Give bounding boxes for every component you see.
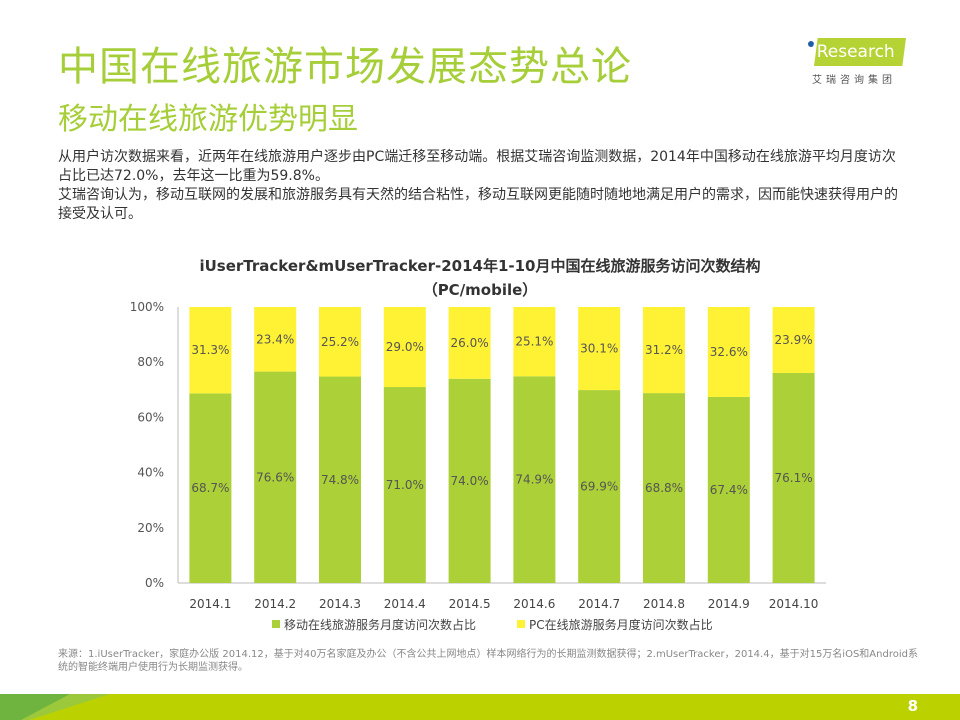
bar-segment	[707, 396, 750, 583]
data-label: 74.9%	[515, 473, 553, 487]
bar-segment	[189, 307, 232, 394]
bar-segment	[578, 307, 621, 391]
data-label: 68.8%	[645, 481, 683, 495]
body-text: 从用户访次数据来看，近两年在线旅游用户逐步由PC端迁移至移动端。根据艾瑞咨询监测…	[58, 148, 908, 224]
data-label: 74.0%	[451, 474, 489, 488]
bar-segment	[448, 307, 491, 379]
x-tick-label: 2014.8	[643, 597, 685, 611]
legend-swatch	[517, 620, 525, 628]
x-tick-label: 2014.1	[189, 597, 231, 611]
bar-segment	[383, 307, 426, 388]
data-label: 25.1%	[515, 335, 553, 349]
bar-segment	[319, 376, 361, 583]
bar-segment	[578, 390, 621, 583]
data-label: 23.4%	[256, 332, 294, 346]
x-tick-label: 2014.3	[319, 597, 361, 611]
bar-segment	[772, 372, 815, 583]
bar-segment	[448, 378, 491, 583]
bar-segment	[643, 393, 685, 583]
data-label: 30.1%	[580, 342, 618, 356]
bar-segment	[643, 307, 685, 394]
x-tick-label: 2014.10	[769, 597, 819, 611]
y-tick-label: 80%	[137, 355, 164, 369]
x-tick-label: 2014.7	[578, 597, 620, 611]
data-label: 29.0%	[386, 340, 424, 354]
bar-segment	[513, 307, 556, 377]
chart-title: iUserTracker&mUserTracker-2014年1-10月中国在线…	[199, 257, 761, 275]
data-label: 32.6%	[710, 345, 748, 359]
y-tick-label: 40%	[137, 466, 164, 480]
bar-segment	[189, 393, 232, 583]
bar-segment	[707, 307, 750, 397]
data-label: 31.2%	[645, 343, 683, 357]
data-label: 26.0%	[451, 336, 489, 350]
bar-segment	[254, 371, 297, 583]
footer-bar: 8	[0, 694, 960, 720]
data-label: 68.7%	[191, 481, 229, 495]
paragraph: 从用户访次数据来看，近两年在线旅游用户逐步由PC端迁移至移动端。根据艾瑞咨询监测…	[58, 149, 896, 184]
data-label: 23.9%	[775, 333, 813, 347]
legend-label: 移动在线旅游服务月度访问次数占比	[284, 617, 476, 632]
bar-segment	[513, 376, 556, 583]
x-tick-label: 2014.4	[384, 597, 426, 611]
y-tick-label: 20%	[137, 521, 164, 535]
data-label: 69.9%	[580, 480, 618, 494]
page-title: 中国在线旅游市场发展态势总论	[58, 44, 632, 90]
logo-cn: 艾瑞咨询集团	[812, 75, 896, 86]
x-tick-label: 2014.5	[449, 597, 491, 611]
data-label: 76.1%	[775, 471, 813, 485]
data-label: 25.2%	[321, 335, 359, 349]
x-tick-label: 2014.9	[708, 597, 750, 611]
y-tick-label: 60%	[137, 410, 164, 424]
bar-segment	[319, 307, 361, 377]
paragraph: 艾瑞咨询认为，移动互联网的发展和旅游服务具有天然的结合粘性，移动互联网更能随时随…	[58, 187, 898, 222]
data-label: 71.0%	[386, 478, 424, 492]
bar-segment	[254, 307, 297, 372]
page-subtitle: 移动在线旅游优势明显	[58, 102, 358, 137]
page-number: 8	[907, 697, 918, 715]
data-label: 76.6%	[256, 470, 294, 484]
data-label: 31.3%	[191, 343, 229, 357]
x-tick-label: 2014.6	[513, 597, 555, 611]
bar-segment	[383, 387, 426, 583]
x-tick-label: 2014.2	[254, 597, 296, 611]
bar-segment	[772, 307, 815, 373]
data-label: 74.8%	[321, 473, 359, 487]
legend-swatch	[272, 620, 280, 628]
data-label: 67.4%	[710, 483, 748, 497]
chart-subtitle: （PC/mobile）	[422, 281, 538, 299]
y-tick-label: 0%	[145, 576, 164, 590]
logo-brand: iResearch	[812, 42, 895, 62]
y-tick-label: 100%	[130, 300, 164, 314]
source-note: 来源：1.iUserTracker，家庭办公版 2014.12，基于对40万名家…	[58, 649, 918, 673]
legend-label: PC在线旅游服务月度访问次数占比	[529, 617, 713, 632]
